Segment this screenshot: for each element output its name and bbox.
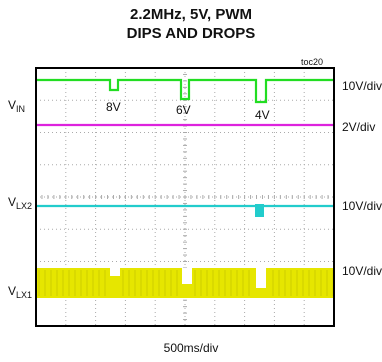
channel-label-vin: VIN — [8, 98, 26, 114]
channel-label-vlx1: VLX1 — [8, 284, 33, 300]
chart-title: 2.2MHz, 5V, PWM — [130, 6, 252, 23]
annotation-4v: 4V — [255, 108, 270, 122]
chart-subtitle: DIPS AND DROPS — [126, 25, 256, 42]
annotation-8v: 8V — [106, 100, 121, 114]
annotation-6v: 6V — [176, 103, 191, 117]
trace-vlx1-gap — [182, 268, 192, 284]
scale-ch2: 2V/div — [342, 120, 376, 134]
plot-frame — [35, 67, 335, 327]
trace-vlx1-gap — [110, 268, 120, 276]
channel-label-vlx2: VLX2 — [8, 195, 33, 211]
figure-id: toc20 — [301, 57, 324, 67]
scale-vlx2: 10V/div — [342, 199, 382, 213]
scale-vlx1: 10V/div — [342, 264, 382, 278]
x-axis-label: 500ms/div — [163, 341, 219, 355]
traces — [36, 78, 334, 298]
scale-vin: 10V/div — [342, 79, 382, 93]
trace-vlx1-gap — [256, 268, 266, 288]
trace-vin — [36, 78, 334, 104]
trace-vlx2-burst — [255, 204, 264, 217]
